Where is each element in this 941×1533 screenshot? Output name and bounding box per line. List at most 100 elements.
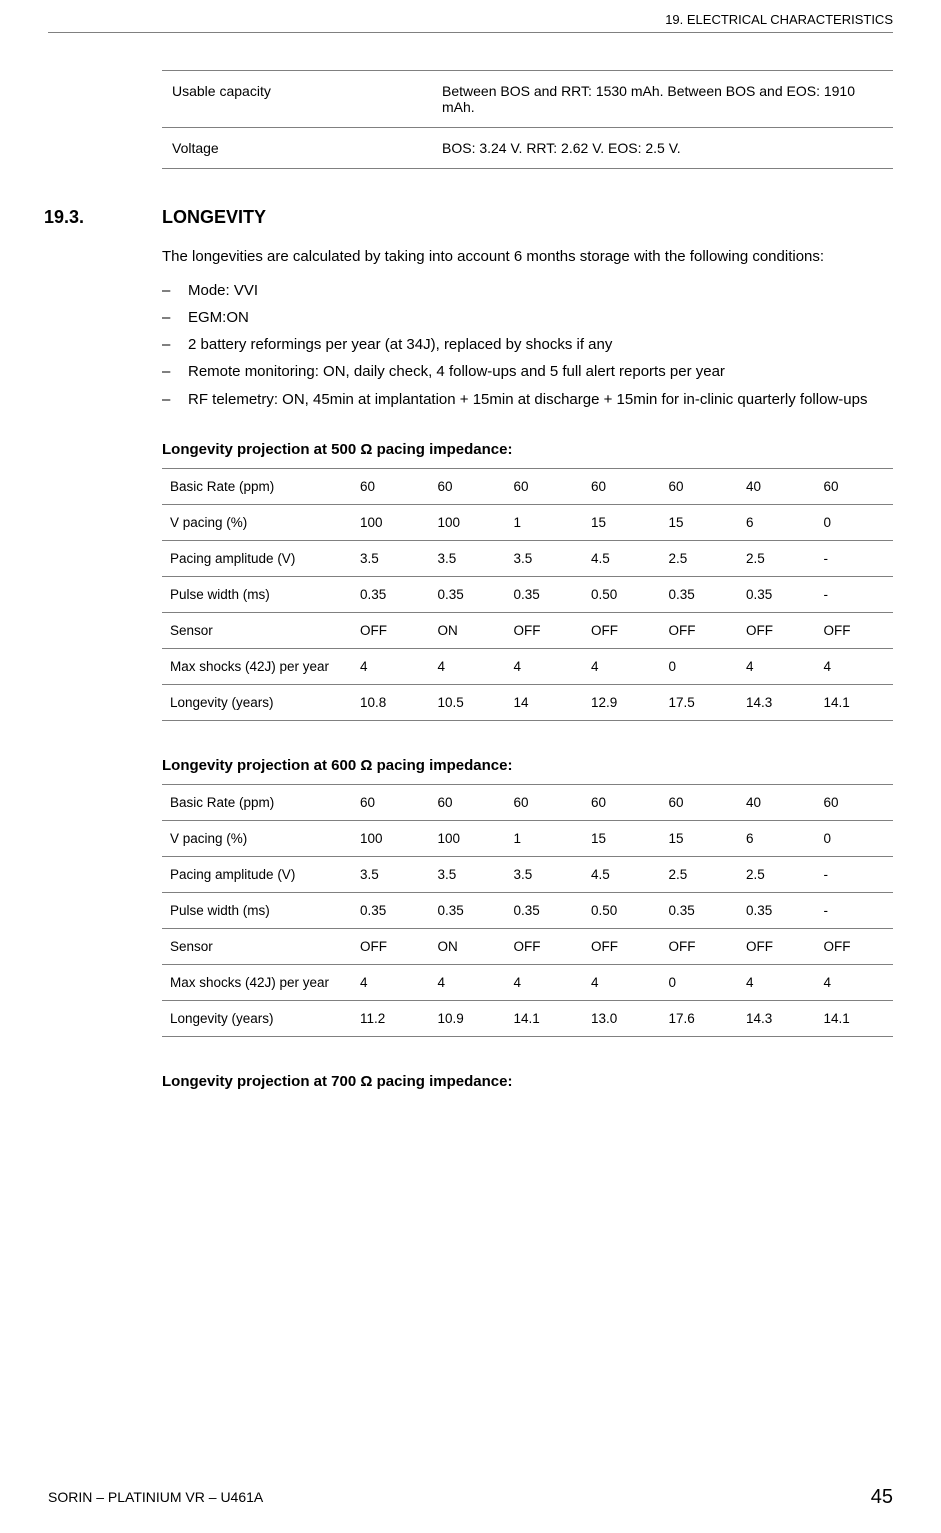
cell: 3.5 bbox=[429, 856, 505, 892]
row-label: Basic Rate (ppm) bbox=[162, 468, 352, 504]
cell: OFF bbox=[815, 612, 893, 648]
cell: 0.35 bbox=[738, 892, 815, 928]
cell: 4 bbox=[429, 964, 505, 1000]
table-row: Max shocks (42J) per year4444044 bbox=[162, 648, 893, 684]
cell: OFF bbox=[352, 612, 429, 648]
cell: 17.6 bbox=[661, 1000, 738, 1036]
cell: OFF bbox=[661, 928, 738, 964]
cell: 3.5 bbox=[506, 856, 583, 892]
row-label: Longevity (years) bbox=[162, 1000, 352, 1036]
list-item: EGM:ON bbox=[162, 306, 893, 329]
cell: 2.5 bbox=[738, 856, 815, 892]
list-item: Mode: VVI bbox=[162, 279, 893, 302]
row-label: Pacing amplitude (V) bbox=[162, 540, 352, 576]
page: 19. ELECTRICAL CHARACTERISTICS Usable ca… bbox=[0, 0, 941, 1533]
table-row: V pacing (%)1001001151560 bbox=[162, 504, 893, 540]
row-label: V pacing (%) bbox=[162, 820, 352, 856]
cell: 4.5 bbox=[583, 540, 660, 576]
spec-key: Voltage bbox=[162, 128, 432, 169]
spec-key: Usable capacity bbox=[162, 71, 432, 128]
cell: 15 bbox=[661, 820, 738, 856]
cell: 0.35 bbox=[506, 576, 583, 612]
cell: 0.35 bbox=[429, 892, 505, 928]
cell: 60 bbox=[352, 784, 429, 820]
cell: 15 bbox=[583, 504, 660, 540]
cell: 60 bbox=[815, 468, 893, 504]
cell: OFF bbox=[583, 612, 660, 648]
cell: 4 bbox=[738, 964, 815, 1000]
cell: OFF bbox=[738, 928, 815, 964]
cell: 4 bbox=[352, 648, 429, 684]
cell: 0.35 bbox=[661, 576, 738, 612]
table-row: SensorOFFONOFFOFFOFFOFFOFF bbox=[162, 928, 893, 964]
cell: 10.5 bbox=[429, 684, 505, 720]
cell: 15 bbox=[661, 504, 738, 540]
cell: 0.35 bbox=[506, 892, 583, 928]
cell: 100 bbox=[352, 504, 429, 540]
cell: OFF bbox=[738, 612, 815, 648]
cell: 4 bbox=[429, 648, 505, 684]
table-row: Voltage BOS: 3.24 V. RRT: 2.62 V. EOS: 2… bbox=[162, 128, 893, 169]
cell: OFF bbox=[661, 612, 738, 648]
cell: 0 bbox=[815, 820, 893, 856]
list-item: Remote monitoring: ON, daily check, 4 fo… bbox=[162, 360, 893, 383]
cell: 0.35 bbox=[661, 892, 738, 928]
cell: 14.3 bbox=[738, 1000, 815, 1036]
cell: 40 bbox=[738, 784, 815, 820]
cell: 13.0 bbox=[583, 1000, 660, 1036]
cell: 3.5 bbox=[429, 540, 505, 576]
cell: 1 bbox=[506, 504, 583, 540]
cell: 60 bbox=[429, 784, 505, 820]
cell: 60 bbox=[583, 468, 660, 504]
footer-product: SORIN – PLATINIUM VR – U461A bbox=[48, 1489, 263, 1505]
cell: 14 bbox=[506, 684, 583, 720]
cell: 14.1 bbox=[815, 1000, 893, 1036]
cell: 4 bbox=[506, 648, 583, 684]
row-label: Longevity (years) bbox=[162, 684, 352, 720]
cell: 0.35 bbox=[738, 576, 815, 612]
cell: 14.3 bbox=[738, 684, 815, 720]
table-row: V pacing (%)1001001151560 bbox=[162, 820, 893, 856]
cell: OFF bbox=[506, 612, 583, 648]
table-row: Max shocks (42J) per year4444044 bbox=[162, 964, 893, 1000]
longevity-table-600: Basic Rate (ppm)60606060604060V pacing (… bbox=[162, 784, 893, 1037]
list-item: 2 battery reformings per year (at 34J), … bbox=[162, 333, 893, 356]
cell: 4 bbox=[583, 964, 660, 1000]
cell: 60 bbox=[815, 784, 893, 820]
cell: 4 bbox=[506, 964, 583, 1000]
cell: 14.1 bbox=[815, 684, 893, 720]
cell: 6 bbox=[738, 504, 815, 540]
table-caption: Longevity projection at 600 Ω pacing imp… bbox=[162, 757, 893, 774]
cell: 10.9 bbox=[429, 1000, 505, 1036]
content-area: Usable capacity Between BOS and RRT: 153… bbox=[162, 70, 893, 1100]
cell: 100 bbox=[429, 820, 505, 856]
cell: 10.8 bbox=[352, 684, 429, 720]
cell: 4 bbox=[815, 964, 893, 1000]
cell: 11.2 bbox=[352, 1000, 429, 1036]
cell: 60 bbox=[661, 468, 738, 504]
cell: 60 bbox=[506, 468, 583, 504]
cell: 3.5 bbox=[352, 856, 429, 892]
cell: 0 bbox=[815, 504, 893, 540]
row-label: V pacing (%) bbox=[162, 504, 352, 540]
table-row: Pacing amplitude (V)3.53.53.54.52.52.5- bbox=[162, 540, 893, 576]
cell: 4 bbox=[352, 964, 429, 1000]
cell: 15 bbox=[583, 820, 660, 856]
cell: 0 bbox=[661, 964, 738, 1000]
row-label: Max shocks (42J) per year bbox=[162, 964, 352, 1000]
cell: 2.5 bbox=[738, 540, 815, 576]
cell: 6 bbox=[738, 820, 815, 856]
cell: 0.35 bbox=[352, 892, 429, 928]
cell: - bbox=[815, 892, 893, 928]
cell: ON bbox=[429, 612, 505, 648]
cell: OFF bbox=[506, 928, 583, 964]
cell: 60 bbox=[661, 784, 738, 820]
table-row: Longevity (years)10.810.51412.917.514.31… bbox=[162, 684, 893, 720]
cell: 0.50 bbox=[583, 576, 660, 612]
cell: 40 bbox=[738, 468, 815, 504]
header-chapter: 19. ELECTRICAL CHARACTERISTICS bbox=[665, 12, 893, 27]
spec-value: BOS: 3.24 V. RRT: 2.62 V. EOS: 2.5 V. bbox=[432, 128, 893, 169]
cell: 0.50 bbox=[583, 892, 660, 928]
section-intro: The longevities are calculated by taking… bbox=[162, 246, 893, 269]
longevity-table-500: Basic Rate (ppm)60606060604060V pacing (… bbox=[162, 468, 893, 721]
